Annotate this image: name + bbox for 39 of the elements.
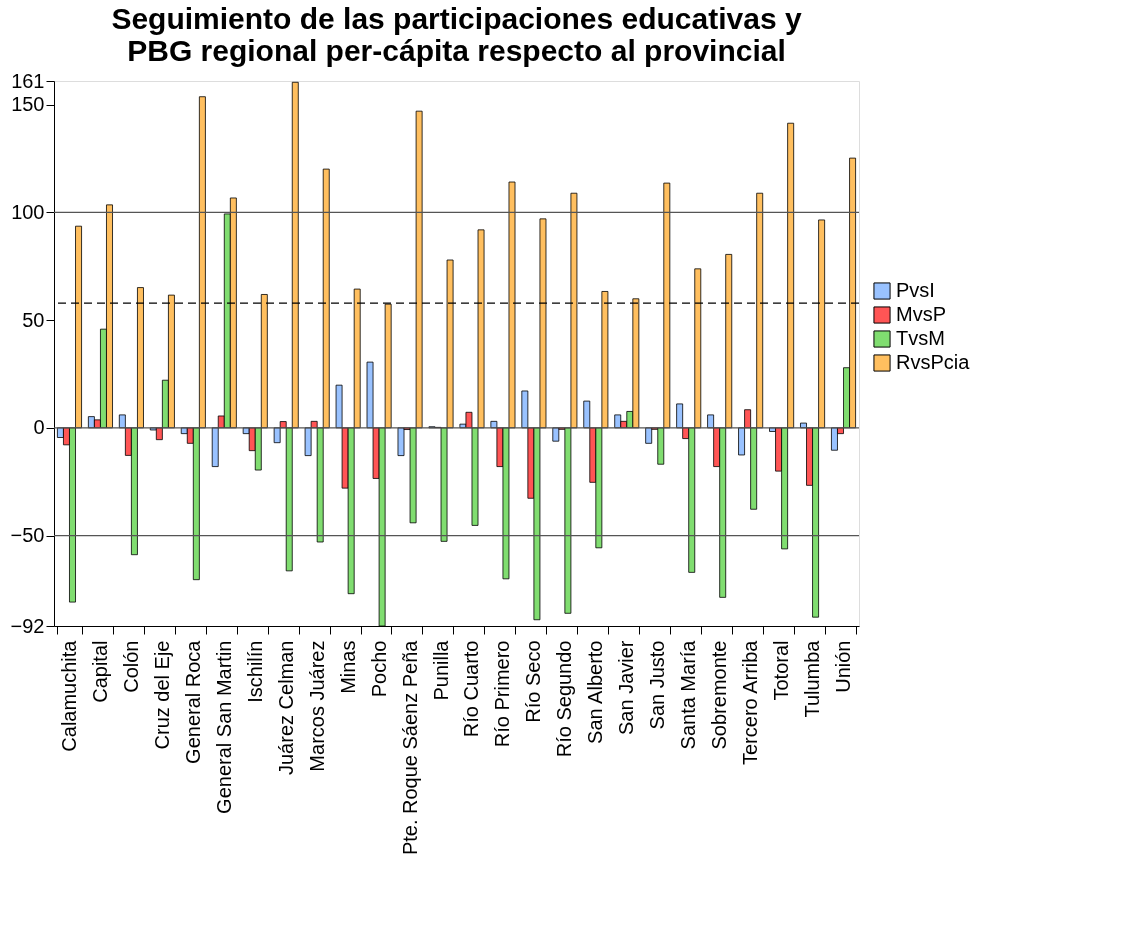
y-tick-label: 0 — [33, 416, 45, 439]
y-tick-label: −92 — [10, 614, 45, 637]
x-tick-label: Minas — [336, 640, 359, 694]
x-tick-label: Capital — [88, 640, 111, 703]
x-tick-label: Pte. Roque Sáenz Peña — [398, 639, 421, 856]
x-tick-label: Ischilín — [243, 640, 266, 703]
x-tick-label: Río Seco — [522, 640, 545, 723]
x-tick-label: Tulumba — [801, 639, 824, 718]
y-tick-label: 50 — [22, 308, 45, 331]
x-tick-label: Cruz del Eje — [150, 640, 173, 750]
x-tick-label: Colón — [119, 640, 142, 693]
x-tick-label: San Javier — [615, 640, 638, 735]
x-tick-label: Río Primero — [491, 640, 514, 748]
x-tick-label: Unión — [832, 640, 855, 693]
x-tick-label: Calamuchita — [57, 639, 80, 752]
y-tick-label: 100 — [11, 200, 45, 223]
legend-label: MvsP — [896, 303, 946, 325]
x-tick-label: Totoral — [770, 640, 793, 701]
x-tick-label: Juárez Celman — [274, 640, 297, 776]
y-tick-label: −50 — [10, 524, 45, 547]
x-tick-label: Punilla — [429, 639, 452, 701]
x-tick-label: Sobremonte — [708, 640, 731, 750]
text: Seguimiento de las participaciones educativas y — [111, 2, 802, 35]
x-tick-label: Santa María — [677, 639, 700, 750]
x-tick-label: Río Cuarto — [460, 640, 483, 738]
x-tick-label: Marcos Juárez — [305, 640, 328, 772]
x-tick-label: San Alberto — [584, 640, 607, 744]
y-tick-label: 161 — [11, 69, 45, 92]
x-tick-label: Pocho — [367, 640, 390, 698]
x-tick-label: General Roca — [181, 639, 204, 764]
x-tick-label: San Justo — [646, 640, 669, 730]
x-tick-label: General San Martin — [212, 640, 235, 814]
legend-label: TvsM — [896, 327, 945, 349]
y-tick-label: 150 — [11, 93, 45, 116]
x-tick-label: Río Segundo — [553, 640, 576, 758]
legend-label: PvsI — [896, 279, 935, 301]
legend-label: RvsPcia — [896, 351, 971, 373]
x-tick-label: Tercero Arriba — [739, 639, 762, 765]
text: PBG regional per-cápita respecto al provincial — [127, 34, 786, 67]
